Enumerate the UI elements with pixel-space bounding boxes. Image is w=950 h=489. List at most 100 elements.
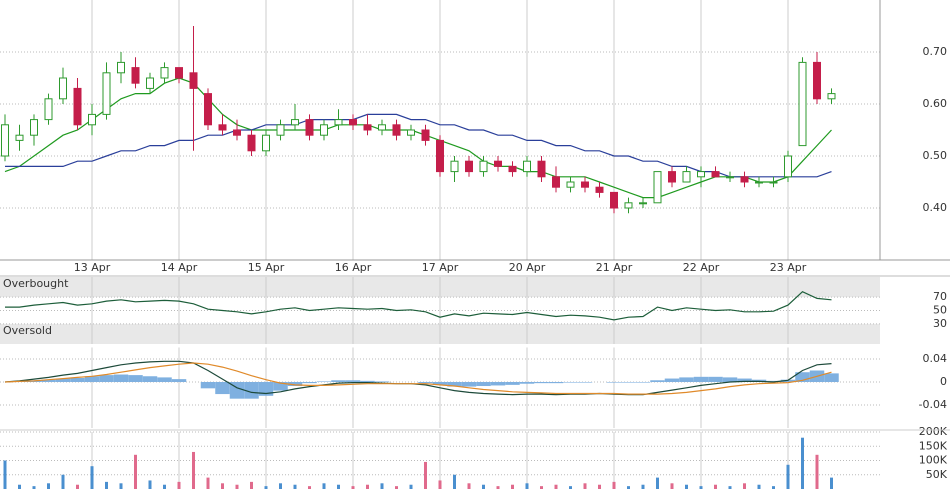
histogram-bar <box>722 377 738 382</box>
volume-bar <box>61 474 65 489</box>
x-tick-label: 13 Apr <box>74 261 111 274</box>
candle-body <box>291 119 299 126</box>
volume-bar <box>250 481 253 489</box>
histogram-bar <box>258 382 274 396</box>
zone-label: Oversold <box>3 324 52 337</box>
volume-bar <box>105 481 108 489</box>
x-tick-label: 14 Apr <box>161 261 198 274</box>
y-tick-label: 150K <box>919 439 948 452</box>
y-tick-label: 50 <box>933 304 947 317</box>
volume-bar <box>786 464 790 489</box>
volume-bar <box>264 486 268 489</box>
x-tick-label: 15 Apr <box>248 261 285 274</box>
volume-bar <box>380 483 384 489</box>
volume-bar <box>395 486 398 489</box>
candle-body <box>349 119 357 126</box>
candle-body <box>798 61 807 147</box>
histogram-bar <box>577 382 593 383</box>
candle-body <box>305 119 314 136</box>
candle-body <box>146 77 154 89</box>
candle-body <box>320 124 328 136</box>
candle-body <box>508 165 517 173</box>
histogram-bar <box>331 380 346 382</box>
candle-body <box>363 124 372 131</box>
volume-bar <box>511 484 514 489</box>
x-tick-label: 23 Apr <box>770 261 807 274</box>
volume-bar <box>772 486 775 489</box>
volume-bar <box>743 483 746 489</box>
candle-body <box>682 171 691 183</box>
y-tick-label: 50K <box>926 468 948 481</box>
y-tick-label: 0 <box>940 375 947 388</box>
candle-body <box>204 93 212 126</box>
candle-body <box>813 61 821 100</box>
line <box>4 362 832 395</box>
y-tick-label: 0.50 <box>923 149 948 162</box>
histogram-bar <box>563 382 578 383</box>
volume-bar <box>134 454 137 489</box>
histogram-bar <box>215 382 230 395</box>
y-tick-label: 0.70 <box>923 45 948 58</box>
x-tick-label: 21 Apr <box>596 261 633 274</box>
histogram-bar <box>99 375 114 382</box>
volume-bar <box>554 484 558 489</box>
volume-bar <box>583 483 587 489</box>
candle-body <box>218 124 227 131</box>
volume-bar <box>569 486 572 489</box>
candle-body <box>15 134 24 141</box>
candle-body <box>697 171 705 178</box>
candle-body <box>726 176 734 179</box>
volume-bar <box>90 466 94 489</box>
candle-body <box>450 160 459 173</box>
histogram-bar <box>606 382 622 383</box>
candle-body <box>479 160 488 173</box>
candle-body <box>233 129 241 136</box>
volume-bar <box>32 486 36 489</box>
histogram-bar <box>128 375 143 382</box>
candle-body <box>755 181 763 184</box>
volume-bar <box>279 483 282 489</box>
candle-body <box>523 160 531 173</box>
y-tick-label: 0.60 <box>923 97 948 110</box>
histogram-bar <box>273 382 288 391</box>
histogram-bar <box>287 382 303 387</box>
volume-bar <box>308 486 311 489</box>
candle-body <box>740 176 749 183</box>
candle-body <box>44 98 53 121</box>
candle-body <box>160 67 169 79</box>
y-tick-label: 30 <box>933 317 947 330</box>
histogram-bar <box>650 380 665 382</box>
x-tick-label: 20 Apr <box>509 261 546 274</box>
candle-body <box>247 134 256 152</box>
volume-bar <box>598 484 601 489</box>
histogram-bar <box>519 382 535 384</box>
volume-bar <box>47 483 50 489</box>
volume-bar <box>728 486 732 489</box>
volume-bar <box>438 480 442 489</box>
histogram-bar <box>679 377 694 382</box>
candle-body <box>436 139 444 173</box>
volume-bar <box>366 484 369 489</box>
x-tick-label: 16 Apr <box>335 261 372 274</box>
candle-body <box>769 181 778 184</box>
candle-body <box>581 181 589 188</box>
candle-body <box>1 124 9 157</box>
candle-body <box>276 124 285 136</box>
histogram-bar <box>142 376 158 382</box>
histogram-bar <box>461 382 477 387</box>
histogram-bar <box>548 382 564 384</box>
histogram-bar <box>113 374 129 382</box>
y-tick-label: 100K <box>919 454 948 467</box>
histogram-bar <box>84 376 100 382</box>
candle-body <box>102 72 111 115</box>
histogram-bar <box>534 382 549 384</box>
candle-body <box>827 93 836 100</box>
x-tick-label: 22 Apr <box>683 261 720 274</box>
histogram-bar <box>360 380 375 382</box>
volume-bar <box>757 484 761 489</box>
y-tick-label: 0.40 <box>923 201 948 214</box>
volume-bar <box>467 483 471 489</box>
histogram-bar <box>664 378 680 382</box>
histogram-bar <box>824 373 839 382</box>
